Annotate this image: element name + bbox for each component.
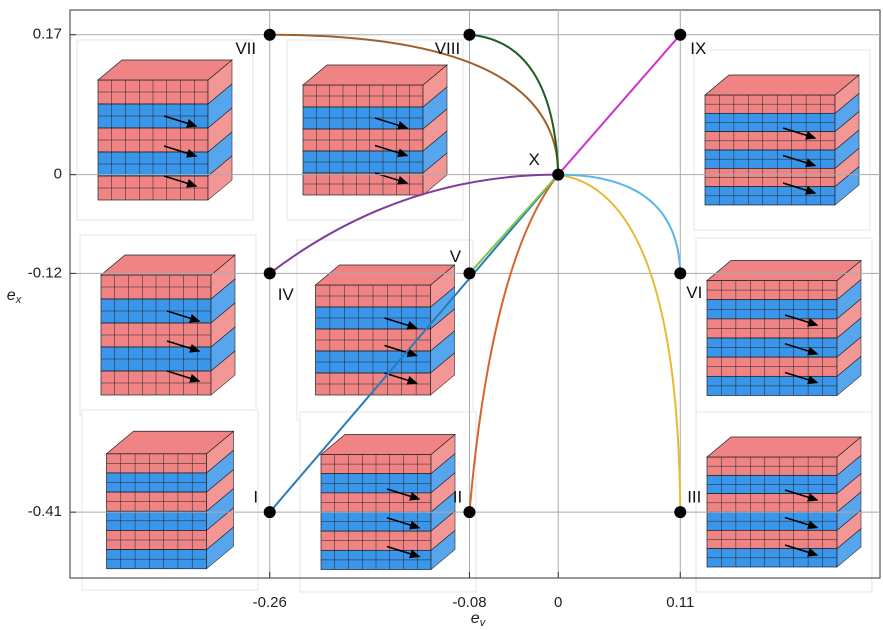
- trajectory-curve: [469, 35, 558, 175]
- structure-illustration: [297, 240, 473, 420]
- top-face: [705, 75, 859, 95]
- structure-illustration: [694, 50, 870, 230]
- state-point: [463, 506, 475, 518]
- state-point: [674, 29, 686, 41]
- top-face: [101, 255, 235, 275]
- point-label: II: [453, 488, 462, 507]
- point-label: VI: [686, 283, 702, 302]
- y-axis-label-base: e: [7, 287, 16, 304]
- y-axis-label: ex: [7, 287, 22, 306]
- trajectory-curve: [558, 35, 680, 175]
- top-face: [707, 437, 861, 457]
- trajectory-curve: [469, 175, 558, 274]
- state-point: [264, 506, 276, 518]
- x-tick-label: -0.08: [452, 594, 486, 611]
- point-label: III: [687, 488, 701, 507]
- point-label: X: [529, 150, 540, 169]
- state-point: [264, 267, 276, 279]
- x-tick-label: 0: [554, 594, 562, 611]
- x-tick-label: 0.11: [666, 594, 694, 611]
- state-point: [463, 267, 475, 279]
- y-tick-label: -0.12: [28, 264, 62, 281]
- state-point: [674, 506, 686, 518]
- top-face: [321, 435, 455, 455]
- trajectory-curve: [558, 175, 680, 513]
- top-face: [707, 261, 861, 281]
- structure-illustration: [77, 40, 253, 220]
- point-label: VIII: [435, 39, 461, 58]
- trajectory-curve: [558, 175, 680, 274]
- point-label: IV: [278, 285, 295, 304]
- state-point: [552, 169, 564, 181]
- x-axis-label: ev: [471, 610, 487, 629]
- x-axis-label-sub: v: [480, 617, 487, 629]
- state-point: [674, 267, 686, 279]
- structure-illustration: [287, 40, 463, 220]
- point-label: I: [253, 488, 258, 507]
- top-face: [98, 60, 232, 80]
- y-tick-label: 0: [54, 166, 62, 183]
- chart: -0.26-0.0800.11-0.41-0.1200.17IIIIIIIVVV…: [0, 0, 883, 630]
- x-axis-label-base: e: [471, 610, 480, 627]
- y-tick-label: -0.41: [28, 503, 62, 520]
- state-point: [264, 29, 276, 41]
- top-face: [303, 65, 447, 85]
- state-point: [463, 29, 475, 41]
- top-face: [316, 265, 455, 285]
- structure-illustration: [696, 412, 872, 592]
- structure-illustration: [80, 235, 256, 415]
- point-label: IX: [690, 39, 706, 58]
- structure-illustration: [82, 410, 258, 590]
- structure-illustration: [300, 412, 476, 592]
- point-label: V: [450, 247, 462, 266]
- structure-illustration: [696, 238, 872, 418]
- point-label: VII: [235, 39, 256, 58]
- x-tick-label: -0.26: [253, 594, 287, 611]
- y-axis-label-sub: x: [15, 294, 22, 306]
- y-tick-label: 0.17: [33, 26, 62, 43]
